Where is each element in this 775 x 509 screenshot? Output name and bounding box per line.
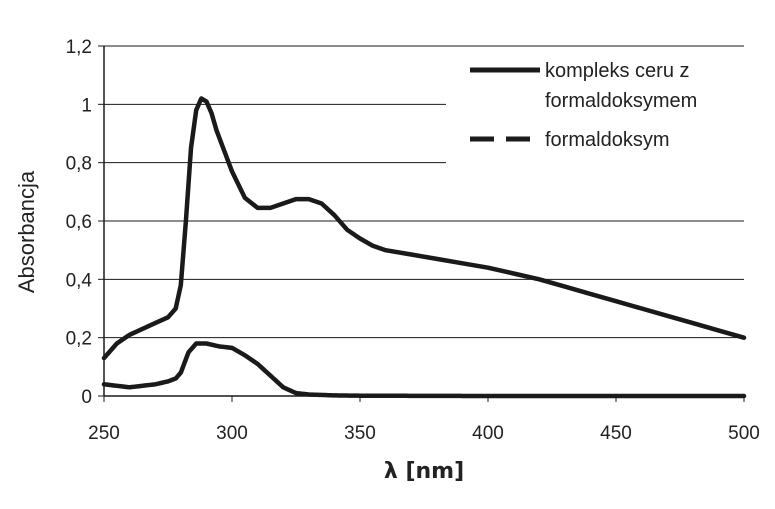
legend-label-formaldoxime: formaldoksym <box>545 129 669 151</box>
y-axis-title: Absorbancja <box>14 170 39 293</box>
x-tick-label: 300 <box>216 423 248 444</box>
series-line-formaldoxime <box>101 341 747 399</box>
y-tick-label: 0,2 <box>66 329 92 350</box>
legend-label-complex-line2: formaldoksymem <box>545 90 697 112</box>
x-tick-label: 350 <box>344 423 376 444</box>
tick-labels: 0 0,2 0,4 0,6 0,8 1 1,2 250 300 350 400 450 500 <box>66 37 760 444</box>
x-axis-title: λ [nm] <box>384 459 464 484</box>
x-tick-label: 500 <box>728 423 760 444</box>
x-tick-label: 400 <box>472 423 504 444</box>
y-tick-label: 0,8 <box>66 154 92 175</box>
series-lines <box>101 96 747 399</box>
x-tick-label: 450 <box>600 423 632 444</box>
x-tick-label: 250 <box>88 423 120 444</box>
y-tick-label: 1,2 <box>66 37 92 58</box>
series-line-complex <box>101 96 747 361</box>
y-tick-label: 0,6 <box>66 212 92 233</box>
y-tick-label: 0,4 <box>66 270 93 291</box>
legend-label-complex-line1: kompleks ceru z <box>545 60 690 82</box>
y-tick-label: 1 <box>81 95 92 116</box>
y-tick-label: 0 <box>81 387 92 408</box>
gridlines <box>104 45 744 339</box>
legend: kompleks ceru z formaldoksymem formaldok… <box>446 52 756 170</box>
